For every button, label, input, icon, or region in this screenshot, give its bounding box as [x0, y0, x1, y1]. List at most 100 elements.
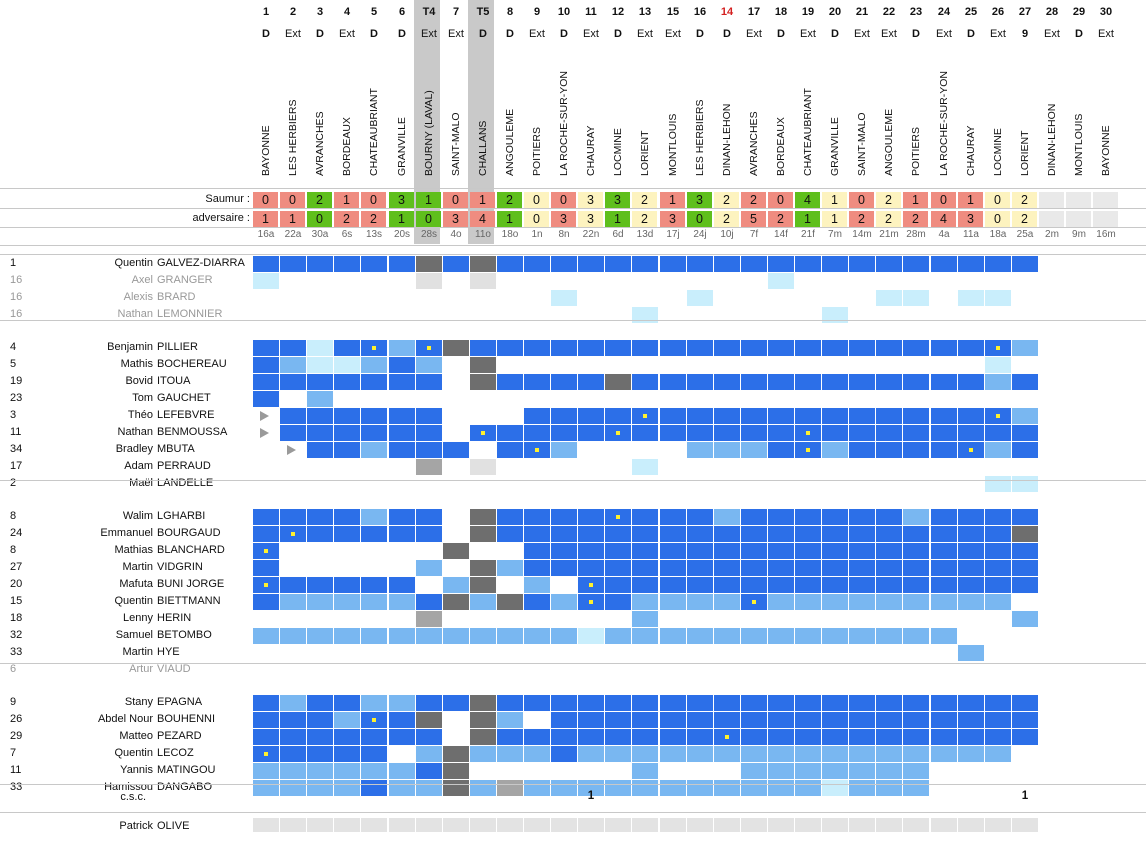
playing-time-cell [903, 780, 929, 796]
playing-time-cell [958, 695, 984, 711]
coach-cell [578, 818, 604, 832]
playing-time-cell [632, 425, 658, 441]
playing-time-cell [605, 729, 631, 745]
coach-cell [714, 818, 740, 832]
playing-time-cell [361, 425, 387, 441]
player-name: Matteo PEZARD [0, 730, 270, 742]
playing-time-cell [416, 763, 442, 779]
playing-time-cell [280, 374, 306, 390]
playing-time-cell [416, 560, 442, 576]
adversaire-score: 2 [361, 211, 386, 227]
adversaire-score: 1 [605, 211, 630, 227]
adversaire-score: 2 [632, 211, 657, 227]
opponent-name-text: DINAN-LEHON [721, 103, 733, 176]
playing-time-cell [307, 763, 333, 779]
player-last-name: BOUHENNI [157, 713, 216, 725]
round-number: 14 [720, 6, 734, 18]
opponent-name: BAYONNE [1093, 48, 1119, 188]
saumur-score: 2 [876, 192, 901, 208]
venue-indicator: D [723, 28, 731, 40]
venue-indicator: D [1075, 28, 1083, 40]
opponent-name-text: LES HERBIERS [694, 99, 706, 176]
player-number: 29 [10, 730, 23, 742]
playing-time-cell [849, 509, 875, 525]
playing-time-cell [253, 746, 279, 762]
saumur-score: 1 [903, 192, 928, 208]
player-number: 23 [10, 392, 23, 404]
playing-time-cell [714, 442, 740, 458]
not-in-squad-cell [470, 526, 496, 542]
playing-time-cell [958, 746, 984, 762]
playing-time-cell [822, 746, 848, 762]
playing-time-cell [768, 746, 794, 762]
playing-time-cell [470, 340, 496, 356]
match-date: 28m [906, 229, 926, 240]
opponent-name-text: BAYONNE [260, 125, 272, 176]
playing-time-cell [470, 780, 496, 796]
playing-time-cell [768, 340, 794, 356]
player-last-name: LECOZ [157, 747, 194, 759]
playing-time-cell [551, 560, 577, 576]
adversaire-score: 2 [714, 211, 739, 227]
adversaire-score: 0 [524, 211, 549, 227]
playing-time-cell [307, 357, 333, 373]
not-in-squad-cell [470, 509, 496, 525]
playing-time-cell [334, 526, 360, 542]
playing-time-cell [1012, 374, 1038, 390]
player-first-name: Quentin [114, 747, 153, 759]
playing-time-cell [334, 442, 360, 458]
not-in-squad-cell [470, 712, 496, 728]
player-name: Emmanuel BOURGAUD [0, 527, 270, 539]
opponent-name-text: BORDEAUX [775, 117, 787, 176]
playing-time-cell [795, 425, 821, 441]
playing-time-cell [497, 729, 523, 745]
player-number: 20 [10, 578, 23, 590]
player-first-name: Mathis [120, 358, 153, 370]
playing-time-cell [687, 628, 713, 644]
saumur-score: 2 [307, 192, 332, 208]
playing-time-cell [605, 780, 631, 796]
round-number: 12 [611, 6, 625, 18]
playing-time-cell [876, 408, 902, 424]
playing-time-cell [443, 442, 469, 458]
match-date: 13d [636, 229, 654, 240]
playing-time-cell [660, 509, 686, 525]
playing-time-cell [931, 425, 957, 441]
yellow-card-icon [372, 346, 376, 350]
yellow-card-icon [589, 600, 593, 604]
playing-time-cell [903, 374, 929, 390]
playing-time-cell [822, 442, 848, 458]
venue-indicator: D [370, 28, 378, 40]
coach-cell [795, 818, 821, 832]
playing-time-cell [876, 746, 902, 762]
playing-time-cell [389, 357, 415, 373]
playing-time-cell [389, 340, 415, 356]
playing-time-cell [334, 763, 360, 779]
round-number: 5 [370, 6, 378, 18]
playing-time-cell [931, 560, 957, 576]
playing-time-cell [632, 628, 658, 644]
coach-last-name: OLIVE [157, 820, 190, 832]
playing-time-cell [307, 391, 333, 407]
opponent-name-text: BORDEAUX [341, 117, 353, 176]
player-first-name: Nathan [117, 426, 153, 438]
match-date: 21m [879, 229, 899, 240]
playing-time-cell [714, 340, 740, 356]
saumur-score: 1 [334, 192, 359, 208]
playing-time-cell [795, 628, 821, 644]
player-first-name: Martin [122, 646, 153, 658]
coach-cell [551, 818, 577, 832]
playing-time-cell [849, 526, 875, 542]
playing-time-cell [524, 408, 550, 424]
player-first-name: Axel [131, 274, 153, 286]
player-last-name: LEFEBVRE [157, 409, 215, 421]
playing-time-cell [470, 594, 496, 610]
not-in-squad-cell [1012, 526, 1038, 542]
csc-label: c.s.c. [120, 791, 146, 803]
not-in-squad-cell [470, 256, 496, 272]
coach-cell [687, 818, 713, 832]
match-date: 16a [257, 229, 275, 240]
opponent-name: LOCMINE [605, 48, 631, 188]
player-name: Yannis MATINGOU [0, 764, 270, 776]
playing-time-cell [876, 729, 902, 745]
